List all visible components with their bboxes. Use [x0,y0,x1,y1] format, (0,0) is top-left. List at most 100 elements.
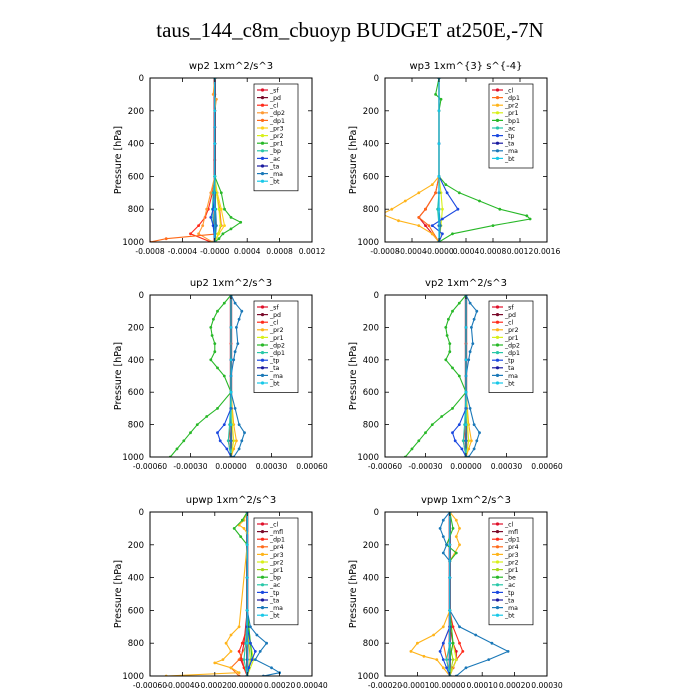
y-tick-label: 1000 [357,238,379,248]
series-point [417,191,421,195]
legend-label: _bt [269,179,280,186]
series-point [240,439,244,443]
legend-marker [495,313,500,317]
legend-marker [495,568,500,572]
series-point [233,350,237,354]
series-point [219,224,222,228]
y-tick-label: 1000 [122,453,144,463]
legend-marker [260,381,265,385]
plot-frame [149,77,313,243]
panel-title: wp3 1xm^{3} s^{-4} [409,61,522,72]
legend-box [488,300,534,393]
series-point [525,214,529,218]
series-point [255,633,259,637]
legend-marker [495,522,500,526]
series-group [385,78,532,242]
series-point [229,666,233,670]
legend-marker [260,351,265,355]
x-tick-label: -0.00030 [408,462,442,471]
series-point [253,658,257,661]
legend-label: _ta [504,597,515,604]
series-point [464,666,468,670]
series-point [215,224,218,228]
y-tick-label: 200 [363,323,379,333]
legend-label: _ma [269,605,283,612]
y-tick-label: 200 [128,323,144,333]
legend-label: _dp2 [269,110,285,117]
legend-marker [260,141,265,145]
panel-title: wp2 1xm^2/s^3 [189,61,273,72]
legend-label: _be [504,575,516,582]
legend-label: _dp1 [269,118,285,125]
series-point [441,232,444,236]
series-point [209,216,213,219]
x-tick-label: 0.00040 [296,681,328,690]
series-point [471,342,475,345]
series-point [201,224,205,228]
y-tick-label: 0 [374,74,379,84]
y-tick-label: 200 [128,541,144,551]
series-point [232,527,236,530]
series-point [460,447,464,451]
legend-label: _ma [504,605,518,612]
x-tick-label: 0.00020 [499,681,531,690]
y-axis-label: Pressure [hPa] [113,342,124,410]
series-point [448,543,452,547]
legend-label: _ac [504,582,516,589]
plot-frame [149,511,313,677]
series-point [439,191,443,195]
x-tick-label: -0.00060 [368,462,402,471]
series-point [438,527,442,530]
series-line-dp2 [169,295,232,457]
legend-label: _ac [504,125,516,132]
legend-label: _ta [269,597,280,604]
y-tick-label: 0 [374,291,379,301]
x-tick-label: 0.0012 [507,247,534,256]
legend-marker [260,575,265,579]
figure-title: taus_144_c8m_cbuoyp BUDGET at250E,-7N [156,18,544,42]
x-tick-label: -0.0004 [168,247,197,256]
series-point [213,175,217,178]
series-point [164,237,168,241]
panel-6: vpwp 1xm^2/s^3 0 200 400 600 800 1000-0.00020-… [348,495,563,690]
series-point [253,650,257,653]
series-point [216,309,219,313]
series-point [437,142,441,146]
legend-label: _dp1 [504,95,520,102]
series-point [445,334,449,337]
series-point [498,207,502,211]
series-point [454,658,458,661]
legend-label: _tp [269,358,280,365]
legend-marker [260,305,265,309]
series-point [441,535,445,538]
legend-label: _pr1 [504,335,519,342]
series-point [235,326,238,329]
y-tick-label: 800 [128,639,144,649]
legend-marker [260,613,265,617]
x-tick-label: 0.0012 [299,247,326,256]
series-point [237,658,241,661]
series-point [478,199,481,203]
legend-marker [260,373,265,377]
series-point [209,358,213,362]
panel-title: upwp 1xm^2/s^3 [186,495,276,506]
legend-marker [260,606,265,610]
series-point [468,350,472,354]
y-tick-label: 0 [139,508,144,518]
legend: _sf_pd_cl_pr2_pr1_dp2_dp1_tp_ta_ma_bt [488,300,534,393]
y-tick-label: 400 [363,356,379,366]
series-point [235,439,238,443]
series-point [434,93,437,96]
series-point [439,97,443,101]
series-point [457,301,461,305]
series-point [439,224,442,228]
series-point [197,232,201,236]
series-point [205,415,209,418]
legend-label: _pr3 [504,552,519,559]
series-line-tp [431,78,459,242]
y-tick-label: 400 [128,574,144,584]
legend-label: _ta [269,365,280,372]
series-point [448,609,452,612]
legend-label: _pr2 [504,559,519,566]
legend-label: _ta [504,141,515,148]
